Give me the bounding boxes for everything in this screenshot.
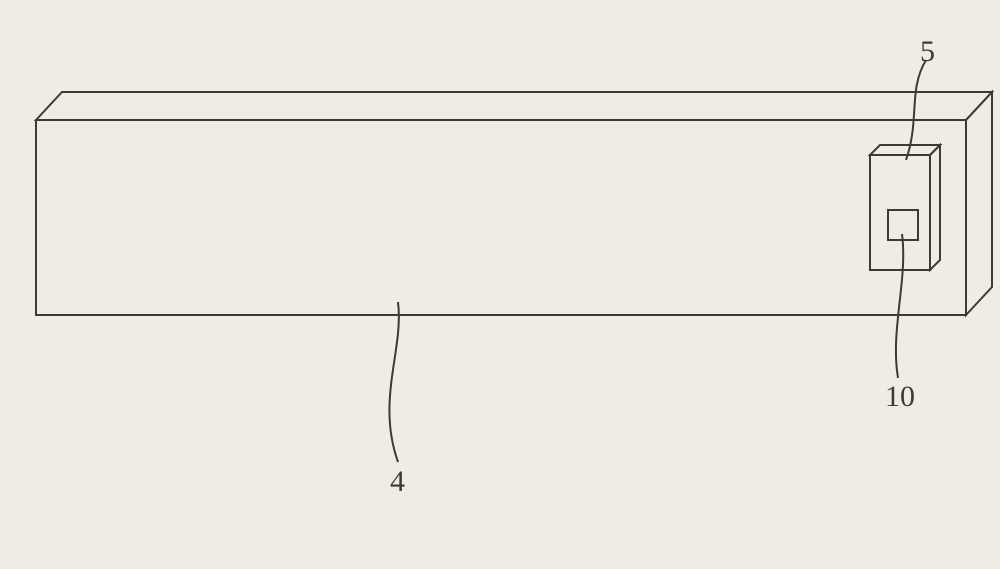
callout-label-4: 4 xyxy=(390,465,405,499)
callout-label-5: 5 xyxy=(920,35,935,69)
diagram-svg xyxy=(0,0,1000,569)
callout-label-10: 10 xyxy=(885,380,915,414)
